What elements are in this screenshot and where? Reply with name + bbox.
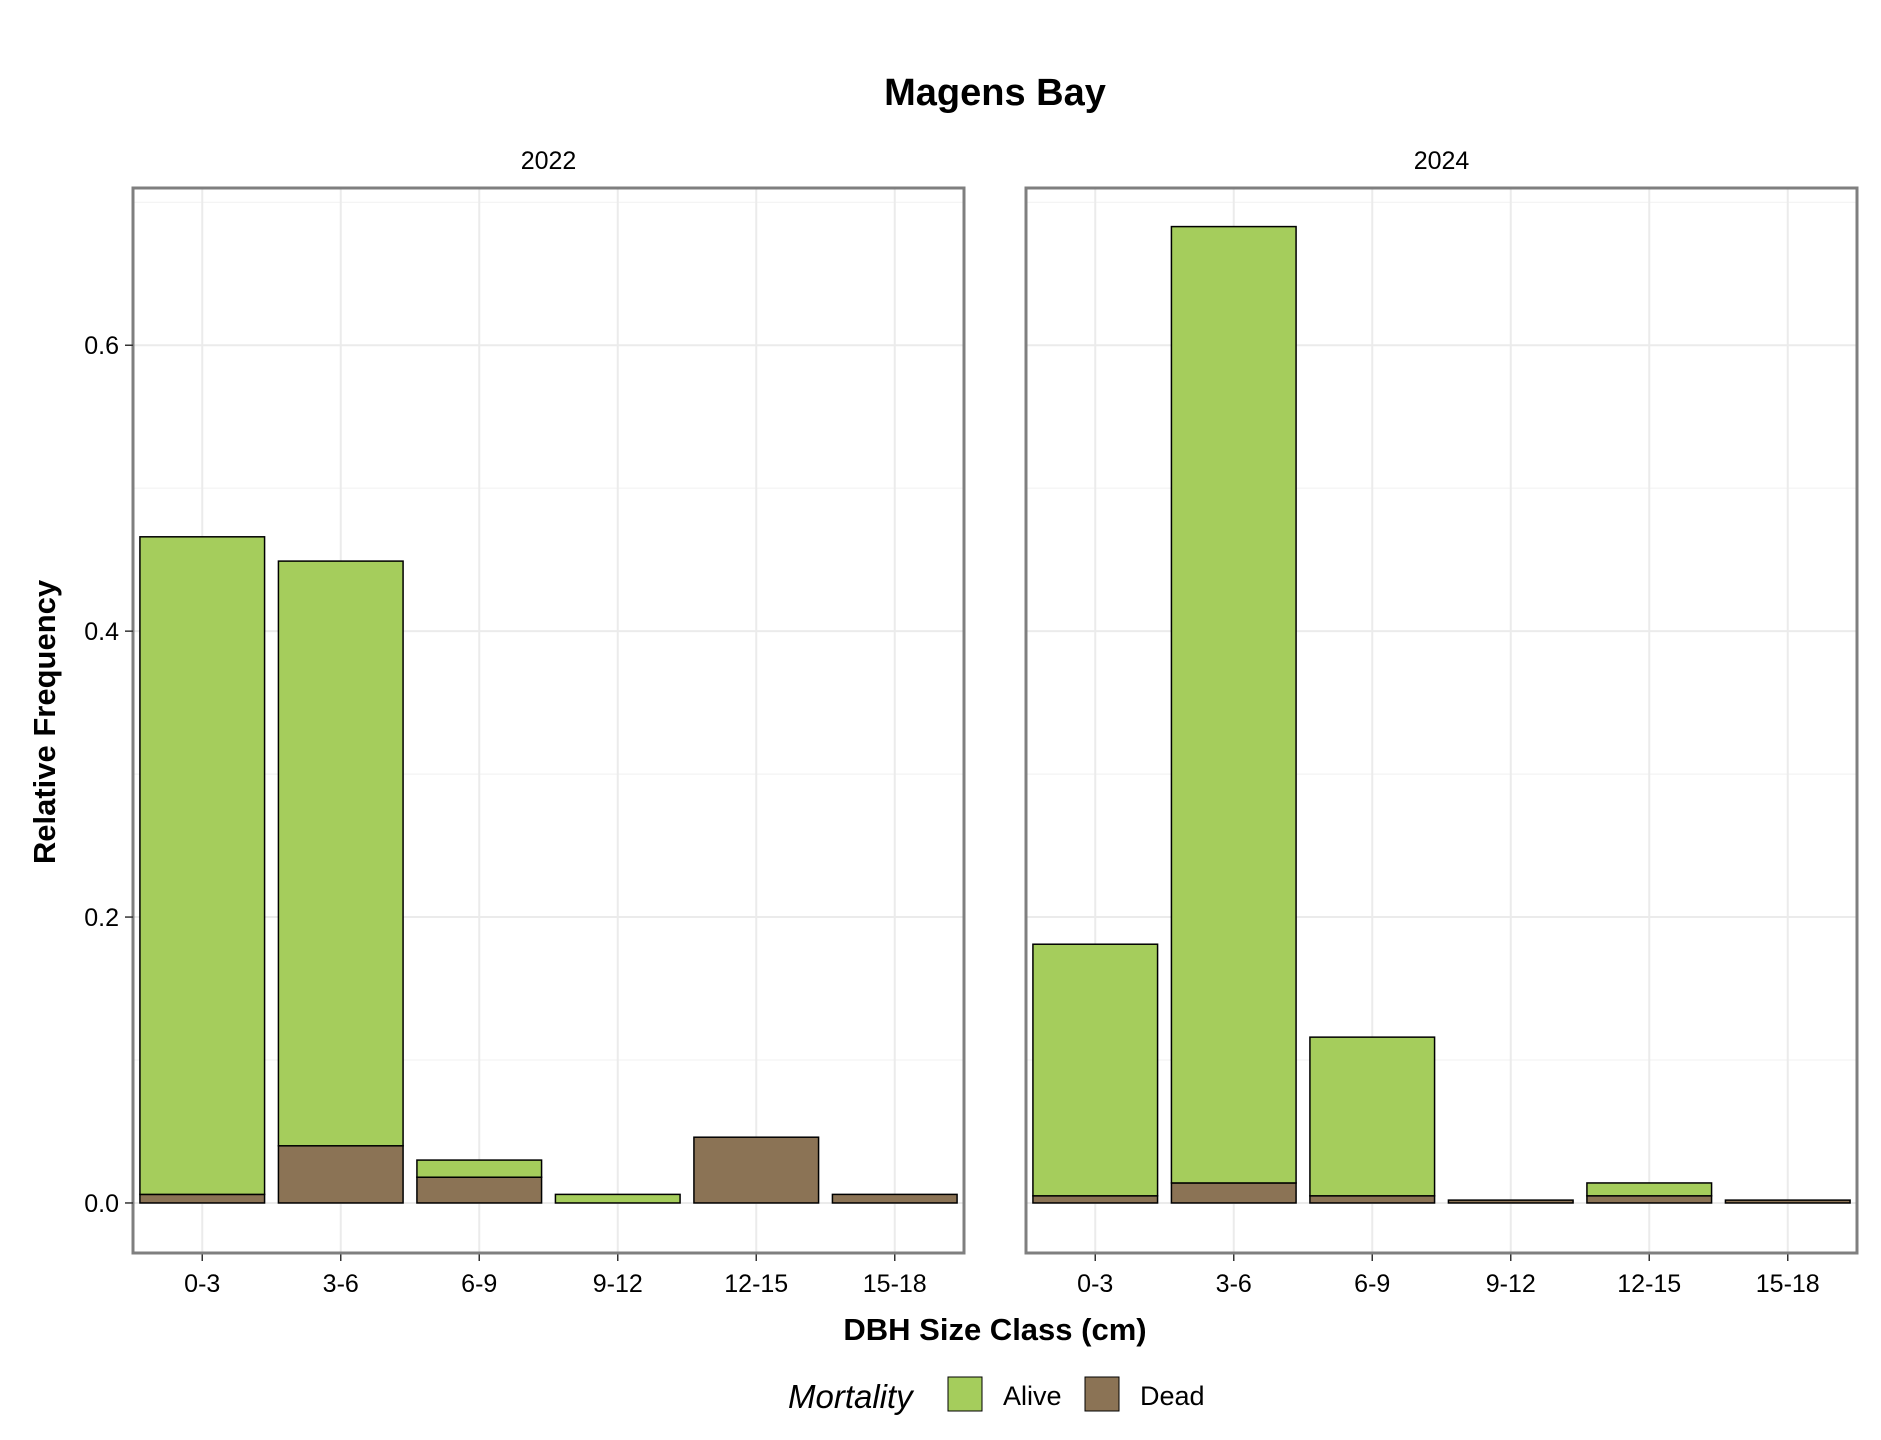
bar-alive-0-3 xyxy=(139,536,266,1196)
panel-border xyxy=(131,186,966,1255)
bar-dead-12-15 xyxy=(1586,1195,1713,1204)
facet-panel-2024: 2024 0-3 3-6 6-9 9-12 12-15 15-18 xyxy=(1024,147,1859,1298)
chart-title: Magens Bay xyxy=(884,72,1106,114)
y-axis-title: Relative Frequency xyxy=(27,579,62,864)
bar-alive-6-9 xyxy=(1309,1036,1436,1197)
bar-dead-0-3 xyxy=(139,1193,266,1204)
bar-dead-15-18 xyxy=(1724,1199,1851,1204)
bar-alive-3-6 xyxy=(277,560,404,1147)
x-tick-label: 9-12 xyxy=(1486,1270,1536,1298)
bar-dead-0-3 xyxy=(1032,1195,1159,1204)
bar-dead-6-9 xyxy=(1309,1195,1436,1204)
facet-panels: 2022 0-3 3-6 6-9 9-12 12-15 15-18 2024 0-3 3-6 6-9… xyxy=(131,147,1859,1298)
facet-panel-2022: 2022 0-3 3-6 6-9 9-12 12-15 15-18 xyxy=(131,147,966,1298)
legend: Mortality Alive Dead xyxy=(788,1376,1205,1415)
bar-dead-3-6 xyxy=(1170,1182,1297,1204)
bar-dead-3-6 xyxy=(277,1145,404,1204)
legend-swatch-alive xyxy=(947,1376,983,1412)
x-tick-label: 0-3 xyxy=(184,1270,220,1298)
x-tick-label: 6-9 xyxy=(1354,1270,1390,1298)
x-tick-label: 12-15 xyxy=(1617,1270,1681,1298)
x-tick-label: 6-9 xyxy=(461,1270,497,1298)
bar-alive-0-3 xyxy=(1032,943,1159,1197)
bar-alive-6-9 xyxy=(416,1159,543,1178)
bar-alive-12-15 xyxy=(1586,1182,1713,1197)
y-tick-label: 0.2 xyxy=(84,904,119,932)
y-tick-label: 0.0 xyxy=(84,1190,119,1218)
y-tick-label: 0.6 xyxy=(84,332,119,360)
x-tick-label: 15-18 xyxy=(863,1270,927,1298)
legend-label-dead: Dead xyxy=(1140,1381,1205,1411)
bar-alive-3-6 xyxy=(1170,225,1297,1184)
legend-label-alive: Alive xyxy=(1003,1381,1062,1411)
panel-border xyxy=(1024,186,1859,1255)
bar-dead-6-9 xyxy=(416,1176,543,1204)
legend-swatch-dead xyxy=(1084,1376,1120,1412)
x-tick-label: 0-3 xyxy=(1077,1270,1113,1298)
facet-strip-label: 2024 xyxy=(1414,147,1470,175)
facet-strip-label: 2022 xyxy=(521,147,577,175)
bar-dead-15-18 xyxy=(831,1193,958,1204)
y-axis: 0.0 0.2 0.4 0.6 xyxy=(84,332,133,1218)
x-tick-label: 15-18 xyxy=(1756,1270,1820,1298)
bar-dead-9-12 xyxy=(1447,1199,1574,1204)
bar-alive-9-12 xyxy=(554,1193,681,1204)
y-tick-label: 0.4 xyxy=(84,618,119,646)
x-tick-label: 3-6 xyxy=(1216,1270,1252,1298)
x-axis-title: DBH Size Class (cm) xyxy=(843,1312,1146,1347)
x-tick-label: 9-12 xyxy=(593,1270,643,1298)
bar-dead-12-15 xyxy=(693,1136,820,1204)
legend-title: Mortality xyxy=(788,1378,915,1415)
x-tick-label: 3-6 xyxy=(323,1270,359,1298)
x-tick-label: 12-15 xyxy=(724,1270,788,1298)
